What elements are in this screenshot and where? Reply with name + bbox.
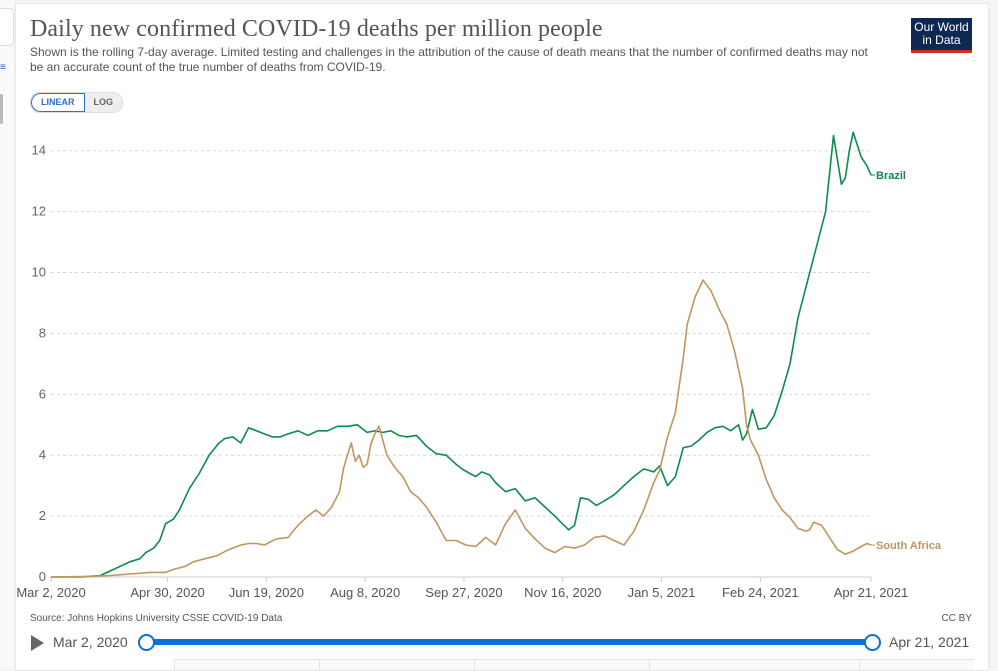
- timeline-slider-track[interactable]: [146, 639, 873, 645]
- left-panel-edge: ≡: [0, 0, 14, 669]
- logo-line-2: in Data: [922, 33, 961, 47]
- y-tick-label: 6: [39, 386, 46, 401]
- chart-card: [15, 3, 989, 671]
- series-line-south-africa: [50, 279, 872, 578]
- chart-subtitle: Shown is the rolling 7-day average. Limi…: [30, 45, 868, 74]
- x-tick-label: Jun 19, 2020: [229, 585, 304, 600]
- y-tick-label: 2: [39, 508, 46, 523]
- linear-scale-button[interactable]: LINEAR: [31, 93, 85, 112]
- series-label-brazil: Brazil: [876, 170, 906, 182]
- x-tick-label: Sep 27, 2020: [425, 585, 502, 600]
- y-tick-label: 12: [32, 204, 46, 219]
- x-tick-label: Nov 16, 2020: [524, 585, 601, 600]
- series-line-brazil: [51, 131, 872, 578]
- x-tick-label: Apr 21, 2021: [834, 585, 908, 600]
- grid-lines: [51, 150, 871, 517]
- timeline-start-handle[interactable]: [138, 634, 155, 651]
- y-tick-label: 10: [32, 265, 46, 280]
- x-tick-label: Aug 8, 2020: [330, 585, 400, 600]
- x-tick-label: Jan 5, 2021: [628, 585, 696, 600]
- timeline-end-handle[interactable]: [864, 634, 881, 651]
- filter-icon[interactable]: ≡: [0, 62, 6, 73]
- y-tick-label: 8: [39, 325, 46, 340]
- series-labels: Brazil South Africa: [871, 170, 942, 552]
- y-tick-label: 4: [39, 447, 46, 462]
- scale-toggle: LINEAR LOG: [30, 92, 123, 113]
- series-label-south-africa: South Africa: [876, 540, 942, 552]
- series-lines: [50, 131, 872, 578]
- tab-divider: [174, 660, 175, 670]
- tab-divider: [859, 660, 860, 670]
- tab-divider: [474, 660, 475, 670]
- x-tick-label: Apr 30, 2020: [130, 585, 204, 600]
- logo-line-1: Our World: [914, 20, 969, 34]
- tab-divider: [319, 660, 320, 670]
- owid-logo[interactable]: Our World in Data: [911, 18, 972, 53]
- x-tick-label: Mar 2, 2020: [16, 585, 85, 600]
- left-scrollbar[interactable]: [0, 94, 3, 124]
- chart-title: Daily new confirmed COVID-19 deaths per …: [30, 16, 603, 42]
- play-icon[interactable]: [31, 635, 44, 651]
- left-panel-box: [0, 8, 14, 46]
- bottom-tab-bar: [174, 659, 974, 670]
- source-note[interactable]: Source: Johns Hopkins University CSSE CO…: [30, 613, 283, 624]
- log-scale-button[interactable]: LOG: [84, 93, 122, 112]
- y-tick-label: 0: [39, 569, 46, 584]
- x-tick-label: Feb 24, 2021: [722, 585, 799, 600]
- license-link[interactable]: CC BY: [941, 613, 972, 624]
- y-tick-label: 14: [32, 143, 46, 158]
- timeline-end-date: Apr 21, 2021: [889, 634, 970, 650]
- timeline-start-date: Mar 2, 2020: [53, 634, 128, 650]
- tab-divider: [649, 660, 650, 670]
- axes: 0 2 4 6 8 10 12 14 Mar 2, 2020 Apr 30, 2020 Jun 19…: [16, 143, 908, 600]
